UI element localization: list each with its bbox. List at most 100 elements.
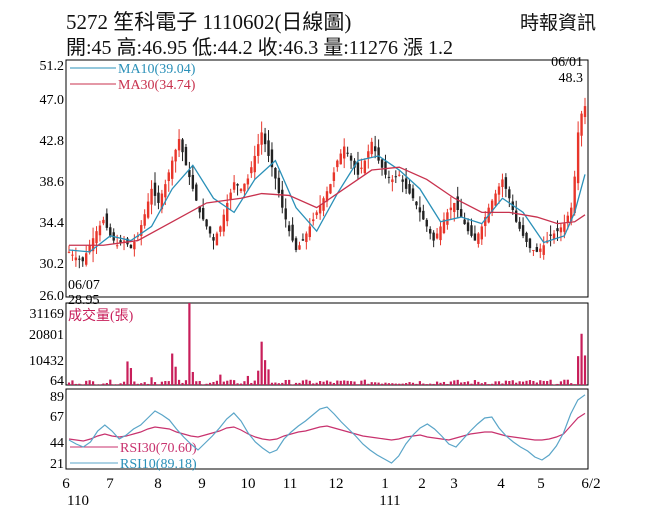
volume-bar (497, 381, 501, 385)
x-label-5: 5 (537, 476, 545, 492)
candle-body (315, 212, 318, 216)
candle-body (102, 219, 105, 224)
candle-body (85, 253, 88, 265)
volume-bar (539, 380, 542, 385)
volume-bar (573, 384, 576, 385)
volume-bar (212, 381, 215, 385)
candle-body (257, 144, 260, 156)
volume-bar (429, 383, 432, 385)
volume-bar (291, 384, 294, 385)
candle-body (164, 184, 167, 198)
candle-body (294, 238, 298, 250)
candle-body (298, 245, 301, 250)
price-tick-1: 51.2 (40, 59, 65, 74)
volume-bar (566, 379, 569, 385)
volume-bar (508, 380, 511, 385)
volume-bar (552, 384, 556, 385)
volume-bar (308, 380, 311, 385)
volume-bar (188, 303, 191, 385)
candle-body (284, 208, 287, 220)
volume-bar (425, 384, 428, 385)
volume-bar (577, 356, 580, 385)
candle-body (157, 192, 160, 203)
candle-body (356, 162, 360, 175)
volume-bar (374, 382, 377, 385)
volume-bar (91, 381, 95, 385)
candle-body (490, 200, 494, 213)
volume-bar (491, 383, 494, 385)
volume-bar (257, 370, 260, 385)
candle-body (140, 225, 143, 236)
volume-bar (305, 379, 308, 385)
volume-bar (226, 380, 229, 385)
candle-body (329, 184, 332, 194)
volume-bar (267, 369, 270, 385)
volume-bar (133, 381, 136, 385)
rsi-tick-4: 21 (50, 457, 64, 472)
volume-bar (67, 382, 71, 385)
volume-bar (88, 380, 91, 385)
volume-bar (270, 382, 274, 385)
volume-bar (222, 381, 225, 385)
volume-bar (477, 381, 480, 385)
x-label-6-2: 6/2 (581, 476, 600, 492)
volume-bar (322, 381, 325, 385)
volume-bar (563, 379, 566, 385)
volume-bar (78, 383, 81, 385)
volume-bar (250, 382, 253, 385)
volume-bar (405, 383, 408, 385)
volume-bar (346, 380, 349, 385)
candle-body (274, 168, 277, 179)
volume-bar (143, 382, 146, 385)
volume-bar (312, 383, 315, 385)
volume-bar (363, 379, 366, 385)
rsi10-legend: RSI10(89.18) (120, 457, 197, 472)
candle-body (559, 227, 563, 233)
volume-bar (116, 384, 119, 385)
candle-body (243, 183, 246, 192)
candle-body (109, 227, 112, 236)
candle-body (422, 210, 425, 220)
volume-bar (473, 380, 477, 385)
candle-body (181, 139, 184, 153)
candle-body (535, 247, 539, 252)
volume-bar (153, 382, 157, 385)
volume-bar (119, 383, 122, 385)
volume-bar (546, 381, 549, 385)
volume-bar (102, 383, 105, 385)
candle-body (363, 160, 367, 174)
volume-bar (85, 380, 88, 385)
candle-body (105, 213, 109, 228)
candle-body (332, 172, 336, 181)
volume-bar (236, 383, 239, 385)
volume-bar (157, 384, 160, 385)
candle-body (446, 212, 449, 225)
candle-body (435, 233, 439, 239)
candle-body (408, 184, 411, 194)
volume-bar (284, 380, 287, 385)
volume-bar (532, 380, 535, 385)
volume-bar (281, 382, 284, 385)
candle-body (563, 223, 566, 232)
candle-body (71, 254, 74, 256)
volume-title: 成交量(張) (68, 307, 134, 324)
volume-bar (411, 382, 415, 385)
candle-body (239, 188, 243, 192)
candle-body (477, 233, 480, 244)
candle-body (377, 147, 380, 161)
candle-body (98, 225, 102, 236)
volume-bar (504, 380, 507, 385)
candle-body (463, 219, 466, 225)
volume-bar (105, 382, 108, 385)
volume-bar (239, 383, 243, 385)
candle-body (518, 221, 521, 229)
volume-bar (315, 382, 318, 385)
candle-body (222, 214, 225, 232)
volume-tick-1: 31169 (30, 307, 64, 322)
candle-body (308, 226, 311, 238)
candle-body (301, 239, 305, 241)
volume-bar (195, 381, 198, 385)
volume-bar (367, 383, 370, 385)
volume-bar (583, 355, 587, 385)
